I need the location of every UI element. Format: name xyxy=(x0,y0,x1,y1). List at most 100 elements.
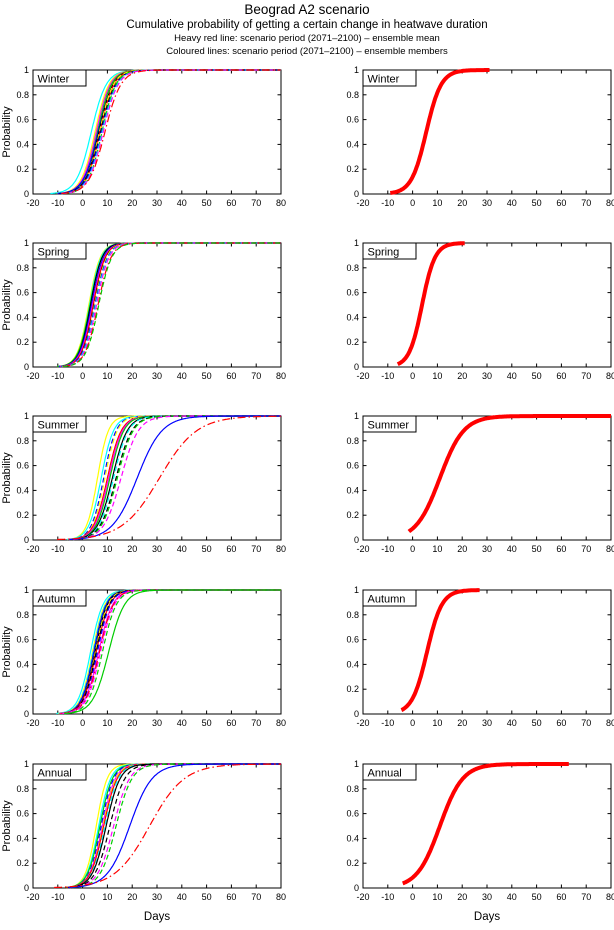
svg-text:80: 80 xyxy=(606,892,614,902)
svg-text:0: 0 xyxy=(80,198,85,208)
svg-text:30: 30 xyxy=(152,371,162,381)
svg-text:40: 40 xyxy=(507,892,517,902)
svg-text:-20: -20 xyxy=(26,198,39,208)
svg-text:20: 20 xyxy=(457,544,467,554)
chart-svg: -20 -10 0 10 20 30 40 50 60 70 80 0 0.2 0.4 0.6 0.8 1 Sum… xyxy=(346,411,614,554)
panel-annual-mean: -20 -10 0 10 20 30 40 50 60 70 80 0 0.2 0.4 0.6 0.8 1 Day… xyxy=(330,758,614,930)
svg-text:-20: -20 xyxy=(356,371,369,381)
svg-text:60: 60 xyxy=(556,371,566,381)
svg-text:0: 0 xyxy=(410,198,415,208)
svg-text:40: 40 xyxy=(177,544,187,554)
svg-text:0.2: 0.2 xyxy=(16,684,29,694)
panel-spring-members: -20 -10 0 10 20 30 40 50 60 70 80 0 0.2 0.4 0.6 0.8 1 Pro… xyxy=(0,237,300,387)
svg-text:0.2: 0.2 xyxy=(16,337,29,347)
svg-text:20: 20 xyxy=(457,718,467,728)
svg-text:70: 70 xyxy=(581,198,591,208)
svg-text:10: 10 xyxy=(102,371,112,381)
svg-text:0.8: 0.8 xyxy=(346,90,359,100)
svg-text:0.8: 0.8 xyxy=(16,436,29,446)
svg-text:0.6: 0.6 xyxy=(346,809,359,819)
svg-text:0: 0 xyxy=(80,544,85,554)
svg-text:0: 0 xyxy=(410,892,415,902)
svg-text:-20: -20 xyxy=(356,892,369,902)
svg-text:0.4: 0.4 xyxy=(16,659,29,669)
svg-text:70: 70 xyxy=(581,892,591,902)
svg-text:1: 1 xyxy=(24,585,29,595)
svg-text:20: 20 xyxy=(127,718,137,728)
svg-text:0.4: 0.4 xyxy=(346,659,359,669)
svg-text:0.6: 0.6 xyxy=(346,288,359,298)
svg-text:0.2: 0.2 xyxy=(16,510,29,520)
svg-text:0: 0 xyxy=(80,371,85,381)
svg-text:50: 50 xyxy=(202,718,212,728)
svg-text:60: 60 xyxy=(226,371,236,381)
svg-text:70: 70 xyxy=(251,198,261,208)
svg-text:0.2: 0.2 xyxy=(346,684,359,694)
svg-text:-20: -20 xyxy=(26,892,39,902)
svg-text:60: 60 xyxy=(556,198,566,208)
svg-text:70: 70 xyxy=(581,371,591,381)
svg-text:40: 40 xyxy=(507,198,517,208)
svg-text:20: 20 xyxy=(127,371,137,381)
svg-text:10: 10 xyxy=(432,198,442,208)
svg-text:-10: -10 xyxy=(381,544,394,554)
svg-text:40: 40 xyxy=(177,198,187,208)
svg-text:70: 70 xyxy=(581,544,591,554)
svg-text:50: 50 xyxy=(202,198,212,208)
svg-text:Spring: Spring xyxy=(368,247,400,259)
svg-text:20: 20 xyxy=(457,198,467,208)
svg-text:Autumn: Autumn xyxy=(368,594,406,606)
svg-text:-20: -20 xyxy=(356,718,369,728)
figure-title: Beograd A2 scenario xyxy=(244,2,370,17)
svg-text:Probability: Probability xyxy=(1,452,13,504)
svg-text:0: 0 xyxy=(354,362,359,372)
svg-text:70: 70 xyxy=(251,892,261,902)
svg-text:0.4: 0.4 xyxy=(346,833,359,843)
svg-text:Summer: Summer xyxy=(368,420,410,432)
svg-text:10: 10 xyxy=(432,718,442,728)
svg-text:0.8: 0.8 xyxy=(346,263,359,273)
panel-summer-members: -20 -10 0 10 20 30 40 50 60 70 80 0 0.2 0.4 0.6 0.8 1 Pro… xyxy=(0,410,300,560)
svg-text:30: 30 xyxy=(482,371,492,381)
svg-text:0: 0 xyxy=(24,535,29,545)
svg-text:10: 10 xyxy=(102,544,112,554)
svg-text:80: 80 xyxy=(276,198,286,208)
svg-text:0.6: 0.6 xyxy=(346,635,359,645)
svg-text:40: 40 xyxy=(507,371,517,381)
svg-text:0: 0 xyxy=(24,362,29,372)
svg-text:Autumn: Autumn xyxy=(38,594,76,606)
svg-text:0: 0 xyxy=(80,718,85,728)
svg-text:0.8: 0.8 xyxy=(346,436,359,446)
svg-text:0.6: 0.6 xyxy=(16,809,29,819)
svg-text:0.8: 0.8 xyxy=(16,784,29,794)
svg-text:0.6: 0.6 xyxy=(16,288,29,298)
svg-text:40: 40 xyxy=(507,544,517,554)
svg-text:40: 40 xyxy=(177,718,187,728)
legend-note-mean: Heavy red line: scenario period (2071–21… xyxy=(174,33,440,44)
svg-text:10: 10 xyxy=(102,718,112,728)
svg-text:80: 80 xyxy=(276,371,286,381)
svg-text:-20: -20 xyxy=(26,371,39,381)
svg-text:0.4: 0.4 xyxy=(346,139,359,149)
svg-text:0.4: 0.4 xyxy=(346,312,359,322)
svg-text:0.2: 0.2 xyxy=(346,337,359,347)
svg-text:0.4: 0.4 xyxy=(16,139,29,149)
chart-svg: -20 -10 0 10 20 30 40 50 60 70 80 0 0.2 0.4 0.6 0.8 1 Pro… xyxy=(1,411,286,554)
svg-text:Probability: Probability xyxy=(1,106,13,158)
svg-text:10: 10 xyxy=(432,371,442,381)
svg-text:0.6: 0.6 xyxy=(16,115,29,125)
svg-text:-10: -10 xyxy=(51,371,64,381)
svg-text:0.6: 0.6 xyxy=(16,635,29,645)
chart-svg: -20 -10 0 10 20 30 40 50 60 70 80 0 0.2 0.4 0.6 0.8 1 Pro… xyxy=(1,585,286,728)
svg-text:Days: Days xyxy=(144,911,170,923)
svg-text:70: 70 xyxy=(581,718,591,728)
svg-text:1: 1 xyxy=(24,65,29,75)
svg-text:60: 60 xyxy=(556,892,566,902)
svg-text:10: 10 xyxy=(102,198,112,208)
svg-text:Days: Days xyxy=(474,911,500,923)
svg-text:80: 80 xyxy=(276,892,286,902)
svg-text:80: 80 xyxy=(606,371,614,381)
svg-text:50: 50 xyxy=(202,371,212,381)
svg-text:-20: -20 xyxy=(26,544,39,554)
